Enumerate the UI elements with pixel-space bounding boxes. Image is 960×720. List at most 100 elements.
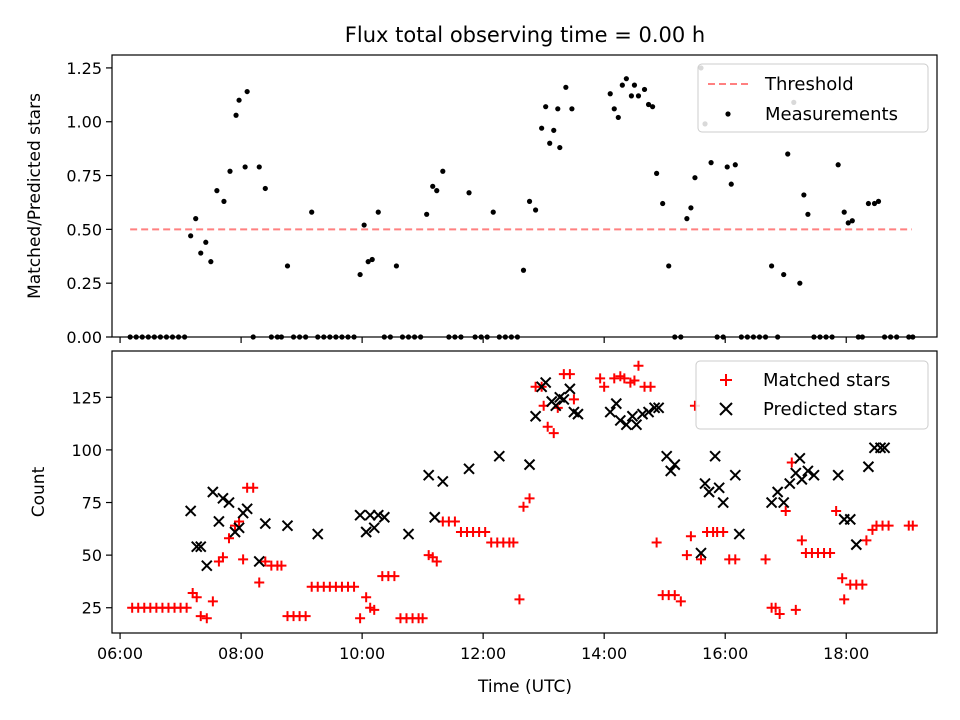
measurements-point-97 [692,175,698,181]
matched-stars-point-104 [730,554,741,565]
predicted-stars-point-59 [733,528,746,540]
top-y-tick-label-1: 0.25 [66,274,102,293]
predicted-stars-point-53 [699,477,711,490]
top-y-ticks: 0.00 0.25 0.50 0.75 1.00 1.25 [66,59,112,347]
matched-stars-point-17 [223,533,234,544]
matched-stars-point-81 [599,381,610,392]
measurements-point-13 [203,239,209,245]
predicted-stars-point-4 [207,486,219,498]
measurements-point-89 [649,104,656,110]
top-y-tick-label-2: 0.50 [66,220,102,239]
measurements-point-123 [835,162,841,168]
threshold-legend-label: Threshold [764,74,854,95]
matched-stars-point-93 [669,590,680,601]
measurements-point-17 [227,168,233,174]
measurements-point-23 [256,164,262,170]
bottom-y-tick-label-0: 25 [82,599,102,618]
measurements-point-100 [708,160,714,166]
predicted-stars-point-16 [354,509,366,521]
bottom-y-ticks: 25 50 75 100 125 [71,388,112,618]
measurements-point-126 [849,218,855,224]
measurements-point-68 [520,267,527,273]
measurements-point-20 [242,164,248,170]
matched-stars-point-89 [645,381,656,392]
measurements-point-28 [284,263,291,269]
measurements-point-41 [361,222,367,228]
measurements-point-105 [732,162,738,168]
bottom-y-tick-label-4: 125 [71,388,102,407]
matched-stars-point-119 [837,573,848,584]
predicted-stars-point-58 [729,469,741,481]
measurements-point-77 [563,84,569,90]
matched-stars-point-112 [796,535,807,546]
predicted-stars-point-65 [794,452,806,465]
measurements-point-87 [641,86,648,93]
predicted-stars-point-5 [213,515,225,528]
measurements-point-71 [539,125,545,131]
matched-stars-point-75 [548,428,559,439]
matched-stars-point-111 [790,604,801,615]
bottom-x-tick-label-6: 18:00 [823,644,869,663]
matched-stars-point-90 [651,537,662,548]
matched-stars-point-14 [207,596,218,607]
measurements-point-83 [623,76,629,82]
predicted-stars-point-29 [529,410,542,422]
predicted-stars-point-25 [437,475,449,488]
predicted-stars-point-11 [241,503,253,515]
predicted-stars-point-1 [191,541,203,553]
bottom-x-tick-label-5: 16:00 [702,644,748,663]
matched-legend-label: Matched stars [763,370,890,391]
measurements-point-72 [543,104,549,110]
matched-stars-point-27 [276,560,287,571]
predicted-stars-point-6 [217,492,229,505]
predicted-stars-point-31 [539,376,552,389]
predicted-stars-point-38 [572,408,584,420]
top-legend-box [697,63,929,133]
predicted-stars-point-52 [695,547,707,559]
measurements-point-130 [871,200,878,207]
matched-stars-point-20 [238,554,249,565]
measurements-point-125 [845,220,851,226]
predicted-stars-point-19 [368,522,380,534]
measurements-point-86 [635,93,642,99]
bottom-axes-frame [111,350,938,634]
bottom-legend-box [695,360,929,430]
predicted-stars-point-13 [259,517,272,530]
measurements-point-85 [631,82,638,88]
top-chart-title: Flux total observing time = 0.00 h [345,23,705,47]
matched-stars-point-130 [907,520,918,531]
predicted-stars-point-22 [402,528,415,540]
measurements-point-111 [768,263,775,269]
bottom-x-axis-label: Time (UTC) [477,677,572,697]
measurements-legend-label: Measurements [765,104,898,125]
matched-stars-point-68 [514,594,525,605]
predicted-stars-point-26 [463,463,475,475]
bottom-y-tick-label-3: 100 [71,441,102,460]
matched-stars-point-124 [861,535,872,546]
measurements-point-90 [654,170,660,176]
predicted-stars-point-51 [669,458,681,471]
matched-stars-point-117 [825,548,836,559]
top-x-ticks [119,337,847,343]
matched-stars-point-108 [774,609,785,620]
measurements-point-52 [424,211,430,217]
measurements-point-75 [555,106,561,112]
predicted-stars-point-43 [626,410,639,422]
measurements-point-124 [841,209,847,215]
predicted-stars-point-69 [832,469,844,481]
bottom-x-tick-label-1: 08:00 [218,644,264,663]
bottom-panel: 06:00 08:00 10:00 12:00 14:00 16:00 18:00 25 50… [29,350,938,697]
predicted-stars-point-14 [281,519,294,532]
measurements-point-79 [607,91,613,97]
measurements-point-92 [666,263,672,269]
matched-stars-point-105 [760,554,771,565]
predicted-stars-point-44 [630,418,643,431]
predicted-stars-point-21 [378,511,391,523]
measurements-point-82 [619,82,625,88]
predicted-stars-point-63 [784,477,796,490]
top-panel: Flux total observing time = 0.00 h 0.000… [25,23,938,347]
predicted-stars-point-54 [703,486,715,498]
measurements-point-40 [357,271,363,278]
measurements-legend-marker [725,111,731,117]
